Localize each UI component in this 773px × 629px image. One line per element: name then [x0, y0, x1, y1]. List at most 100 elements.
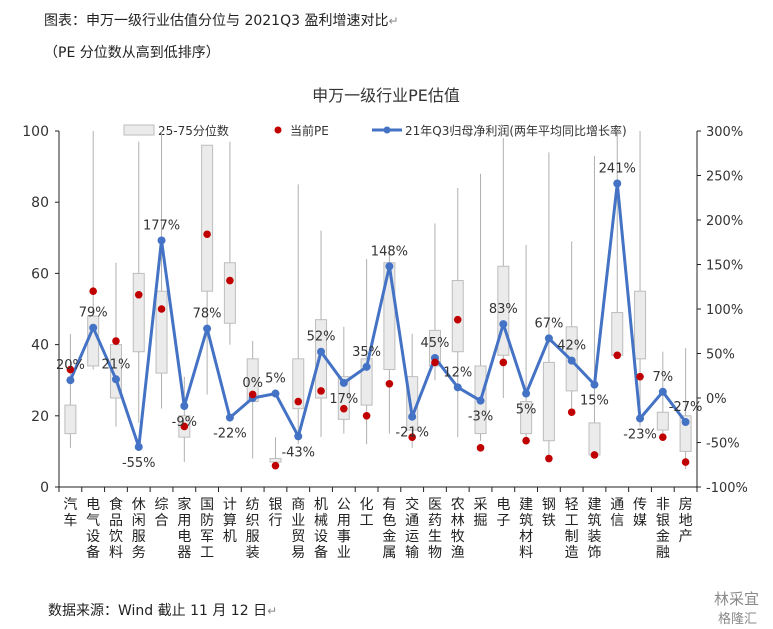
y-right-tick-label: 200%: [706, 214, 743, 229]
current-pe-marker: [271, 461, 280, 470]
x-category-label-char: 汽: [63, 497, 77, 513]
iqr-box: [64, 404, 77, 435]
iqr-box: [223, 262, 236, 324]
x-category-label-char: 备: [86, 544, 100, 561]
growth-point: [658, 387, 667, 396]
x-category-label-char: 电: [177, 529, 191, 545]
current-pe-marker: [431, 358, 439, 367]
x-category-label-char: 金: [382, 529, 396, 545]
x-category-label-char: 装: [587, 529, 601, 545]
growth-data-label: 15%: [580, 394, 609, 409]
x-category-label-char: 易: [291, 545, 305, 561]
growth-data-label: 52%: [307, 330, 336, 345]
current-pe-marker: [340, 404, 348, 413]
iqr-box: [132, 272, 145, 353]
x-category-label-char: 设: [314, 529, 328, 545]
growth-data-label: 42%: [557, 339, 586, 354]
growth-point: [362, 362, 371, 371]
x-category-label-char: 纺: [246, 497, 260, 513]
current-pe-marker: [362, 412, 371, 420]
x-category-label-char: 业: [337, 545, 351, 561]
growth-data-label: 5%: [516, 403, 537, 418]
x-category-label-char: 筑: [519, 513, 533, 529]
growth-point: [408, 412, 417, 421]
iqr-box: [201, 144, 214, 292]
x-category-label-char: 物: [428, 545, 442, 561]
x-category-label-char: 家: [177, 496, 191, 513]
x-category-label-char: 生: [428, 529, 442, 545]
growth-data-label: 21%: [102, 357, 131, 372]
x-category-label-char: 设: [86, 529, 100, 545]
x-category-label-char: 工: [565, 513, 579, 529]
current-pe-marker: [590, 451, 599, 459]
x-category-label-char: 品: [109, 513, 123, 529]
x-category-label-char: 用: [177, 513, 191, 529]
figure-title-text: 图表：申万一级行业估值分位与 2021Q3 盈利增速对比: [44, 13, 389, 29]
iqr-box: [360, 358, 373, 406]
x-category-label-char: 药: [428, 513, 442, 529]
x-category-label-char: 防: [200, 513, 214, 529]
iqr-box: [292, 358, 305, 410]
x-category-label-char: 铁: [542, 513, 556, 529]
growth-point: [271, 389, 280, 398]
x-category-label-char: 休: [132, 497, 146, 513]
growth-data-label: 17%: [329, 392, 358, 407]
growth-point: [157, 236, 166, 245]
x-category-label-char: 公: [337, 497, 351, 513]
current-pe-marker: [317, 387, 325, 395]
x-category-label-char: 车: [63, 512, 77, 529]
y-left-tick-label: 100: [22, 124, 49, 140]
growth-point: [225, 413, 234, 422]
current-pe-marker: [134, 290, 143, 299]
y-left-tick-label: 40: [31, 338, 49, 354]
legend-label-line: 21年Q3归母净利润(两年平均同比增长率): [405, 123, 627, 138]
current-pe-marker: [659, 433, 667, 441]
x-category-label-char: 行: [268, 513, 282, 529]
y-right-tick-label: 50%: [706, 348, 735, 363]
current-pe-marker: [681, 458, 690, 466]
x-category-label-char: 国: [200, 497, 214, 513]
growth-data-label: 148%: [371, 244, 408, 259]
x-category-label-char: 林: [451, 513, 465, 529]
growth-data-label: 12%: [443, 365, 472, 380]
x-category-label-char: 务: [132, 545, 146, 561]
current-pe-marker: [89, 287, 97, 296]
x-category-label-char: 运: [405, 529, 419, 545]
growth-point: [636, 414, 645, 423]
y-left-tick-label: 20: [31, 409, 49, 425]
x-category-label-char: 材: [519, 529, 533, 545]
x-category-label-char: 农: [451, 497, 465, 513]
legend-label-box: 25-75分位数: [158, 123, 229, 138]
growth-point: [522, 389, 531, 398]
growth-data-label: 79%: [79, 306, 108, 321]
chart-title: 申万一级行业PE估值: [312, 86, 460, 105]
y-right-tick-label: 250%: [706, 170, 743, 185]
current-pe-marker: [385, 379, 394, 388]
iqr-box: [588, 422, 601, 456]
growth-data-label: -27%: [669, 400, 703, 415]
current-pe-marker: [545, 454, 553, 463]
growth-point: [567, 356, 576, 365]
x-category-label-char: 产: [679, 529, 693, 545]
x-category-label-char: 工: [200, 545, 214, 561]
iqr-box: [634, 290, 647, 360]
growth-point: [499, 320, 508, 329]
x-category-label-char: 化: [360, 497, 374, 513]
x-category-label-char: 子: [496, 513, 510, 529]
current-pe-marker: [112, 337, 120, 345]
y-right-tick-label: 150%: [706, 259, 743, 274]
x-category-label-char: 电: [86, 497, 100, 513]
growth-data-label: -9%: [172, 415, 197, 430]
growth-point: [544, 334, 553, 343]
x-category-label-char: 综: [155, 497, 169, 513]
current-pe-marker: [499, 358, 508, 367]
iqr-box: [656, 411, 669, 431]
x-category-label-char: 属: [382, 545, 396, 561]
x-category-label-char: 算: [223, 513, 237, 529]
x-category-label-char: 筑: [587, 513, 601, 529]
x-category-label-char: 通: [610, 497, 624, 513]
legend-swatch-marker: [274, 126, 282, 134]
y-right-tick-label: 0%: [706, 392, 727, 407]
x-category-label-char: 输: [405, 545, 419, 561]
